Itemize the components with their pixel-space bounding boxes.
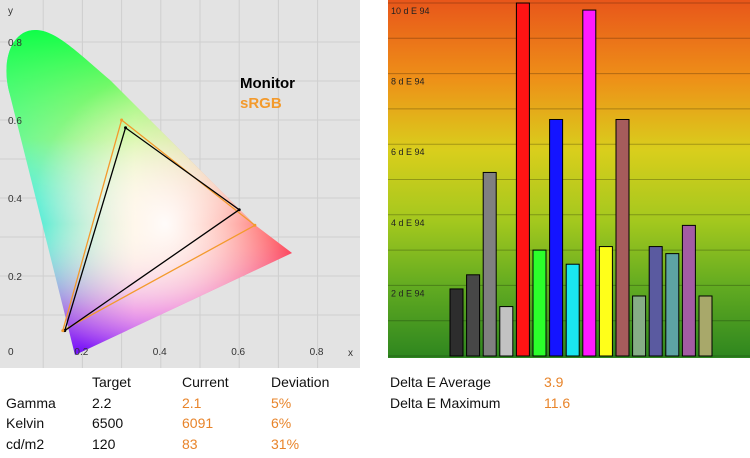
calibration-stats-table: Target Current Deviation Gamma 2.2 2.1 5…	[6, 372, 329, 454]
delta-e-bar	[615, 118, 630, 357]
stats-target: 120	[92, 435, 116, 452]
stats-label: Kelvin	[6, 415, 45, 431]
stats-target: 6500	[92, 415, 124, 431]
stats-current: 2.1	[182, 394, 202, 411]
delta-e-average-label: Delta E Average	[390, 374, 491, 390]
cie-x-tick-label: 0.6	[231, 347, 245, 358]
delta-e-bar	[466, 274, 481, 357]
stats-current: 6091	[182, 415, 214, 431]
srgb-gamut-point	[120, 118, 124, 122]
stats-header-row: Target Current Deviation	[6, 372, 329, 393]
cie-y-tick-label: 0.2	[8, 272, 22, 283]
delta-e-bar	[632, 295, 647, 357]
delta-e-bar	[515, 2, 530, 357]
cie-y-axis-label: y	[8, 6, 13, 17]
delta-e-y-tick-label: 4 d E 94	[391, 218, 425, 228]
delta-e-bar	[681, 224, 696, 357]
stats-header-target: Target	[92, 374, 131, 390]
legend-monitor: Monitor	[240, 75, 295, 92]
legend-srgb: sRGB	[240, 95, 282, 112]
stats-label: Gamma	[6, 394, 56, 411]
delta-e-bar	[648, 246, 663, 357]
delta-e-maximum-label: Delta E Maximum	[390, 395, 501, 411]
cie-x-tick-label: 0.8	[310, 347, 324, 358]
delta-e-average-value: 3.9	[544, 374, 564, 390]
cie-y-tick-label: 0.8	[8, 38, 22, 49]
delta-e-y-tick-label: 8 d E 94	[391, 77, 425, 87]
cie-x-tick-label: 0.4	[153, 347, 167, 358]
delta-e-y-labels: 2 d E 94 4 d E 94 6 d E 94 8 d E 94 10 d E 9…	[391, 6, 430, 298]
delta-e-bar	[549, 118, 564, 357]
delta-e-y-tick-label: 2 d E 94	[391, 288, 425, 298]
delta-e-bar	[598, 246, 613, 357]
cie-x-axis-label: x	[348, 348, 353, 359]
stats-header-deviation: Deviation	[271, 374, 330, 390]
delta-e-bar	[532, 249, 547, 357]
delta-e-bar-chart: 2 d E 94 4 d E 94 6 d E 94 8 d E 94 10 d E 9…	[388, 0, 750, 358]
delta-e-bar	[482, 171, 497, 357]
stats-header-current: Current	[182, 374, 229, 390]
delta-e-bar	[582, 9, 597, 357]
delta-e-bar	[449, 288, 464, 357]
monitor-gamut-point	[124, 126, 128, 130]
stats-target: 2.2	[92, 394, 112, 411]
delta-e-maximum-value: 11.6	[544, 395, 571, 411]
delta-e-bar	[698, 295, 713, 357]
srgb-gamut-point	[61, 329, 65, 333]
monitor-gamut-triangle	[63, 126, 241, 333]
delta-e-average-row: Delta E Average 3.9	[390, 372, 570, 393]
delta-e-y-tick-label: 10 d E 94	[391, 6, 430, 16]
stats-label: cd/m2	[6, 435, 45, 452]
delta-e-bar	[565, 263, 580, 357]
stats-deviation: 6%	[271, 415, 292, 431]
gamut-triangles	[61, 118, 257, 333]
delta-e-summary: Delta E Average 3.9 Delta E Maximum 11.6	[390, 372, 570, 414]
cie-x-tick-label: 0.2	[74, 347, 88, 358]
stats-current: 83	[182, 435, 198, 452]
cie-y-tick-label: 0.6	[8, 116, 22, 127]
cie-x-tick-label: 0	[8, 347, 14, 358]
delta-e-y-tick-label: 6 d E 94	[391, 147, 425, 157]
cie-tick-labels: 0 0.2 0.4 0.6 0.8 0.2 0.4 0.6 0.8	[8, 38, 324, 358]
stats-deviation: 31%	[271, 435, 300, 452]
stats-row-gamma: Gamma 2.2 2.1 5%	[6, 393, 329, 414]
stats-header-blank	[6, 372, 92, 393]
stats-deviation: 5%	[271, 394, 292, 411]
delta-e-maximum-row: Delta E Maximum 11.6	[390, 393, 570, 414]
delta-e-bar	[665, 253, 680, 357]
stats-row-luminance: cd/m2 120 83 31%	[6, 434, 329, 455]
delta-e-bar	[499, 306, 514, 357]
stats-row-kelvin: Kelvin 6500 6091 6%	[6, 413, 329, 434]
delta-e-bars	[449, 2, 713, 357]
srgb-gamut-point	[253, 223, 257, 227]
cie-chromaticity-chart: y x 0 0.2 0.4 0.6 0.8 0.2 0.4 0.6 0.8 Monitor sR…	[0, 0, 360, 368]
cie-y-tick-label: 0.4	[8, 194, 22, 205]
monitor-gamut-point	[237, 208, 241, 212]
